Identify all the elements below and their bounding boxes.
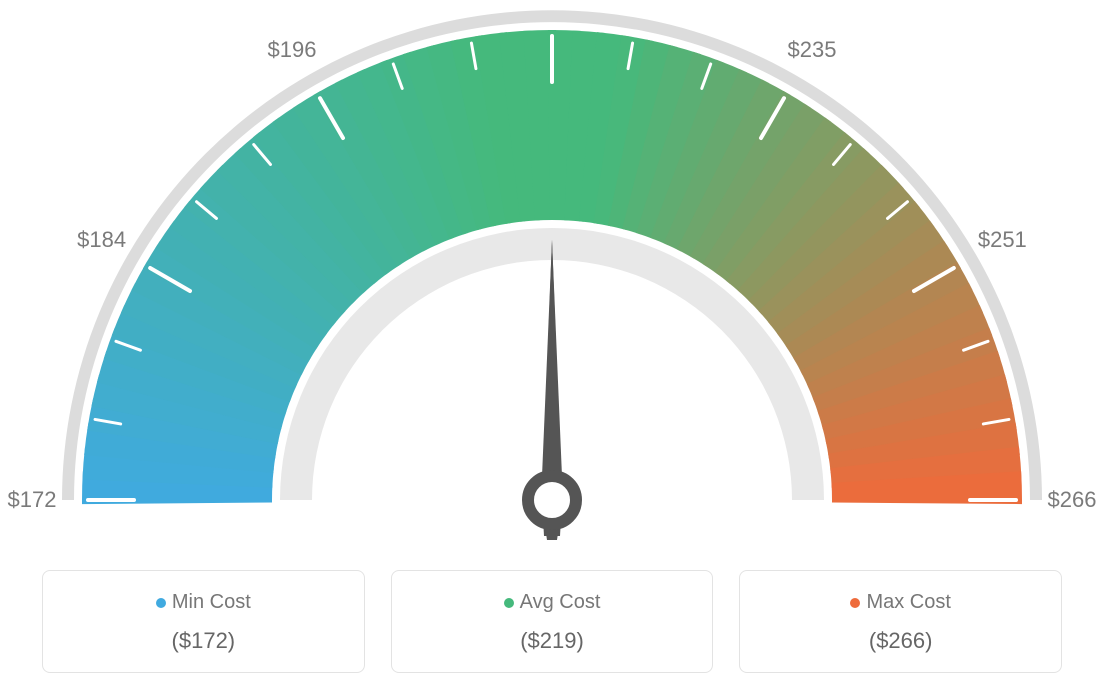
dot-avg-icon xyxy=(504,598,514,608)
legend-max-label: Max Cost xyxy=(866,591,950,613)
gauge-tick-label: $184 xyxy=(77,227,126,253)
legend-avg-label: Avg Cost xyxy=(520,591,601,613)
legend-min-title: Min Cost xyxy=(53,591,354,614)
dot-max-icon xyxy=(850,598,860,608)
dot-min-icon xyxy=(156,598,166,608)
legend-avg-title: Avg Cost xyxy=(402,591,703,614)
legend-avg-value: ($219) xyxy=(402,628,703,654)
legend-card-avg: Avg Cost ($219) xyxy=(391,570,714,673)
legend-min-label: Min Cost xyxy=(172,591,251,613)
legend-max-title: Max Cost xyxy=(750,591,1051,614)
gauge-tick-label: $235 xyxy=(788,37,837,63)
gauge-svg xyxy=(0,0,1104,560)
legend-row: Min Cost ($172) Avg Cost ($219) Max Cost… xyxy=(42,570,1062,673)
gauge-tick-label: $196 xyxy=(268,37,317,63)
legend-max-value: ($266) xyxy=(750,628,1051,654)
gauge-chart: $172$184$196$219$235$251$266 xyxy=(0,0,1104,560)
legend-card-min: Min Cost ($172) xyxy=(42,570,365,673)
gauge-tick-label: $266 xyxy=(1048,487,1097,513)
legend-card-max: Max Cost ($266) xyxy=(739,570,1062,673)
gauge-tick-label: $251 xyxy=(978,227,1027,253)
gauge-tick-label: $172 xyxy=(8,487,57,513)
legend-min-value: ($172) xyxy=(53,628,354,654)
